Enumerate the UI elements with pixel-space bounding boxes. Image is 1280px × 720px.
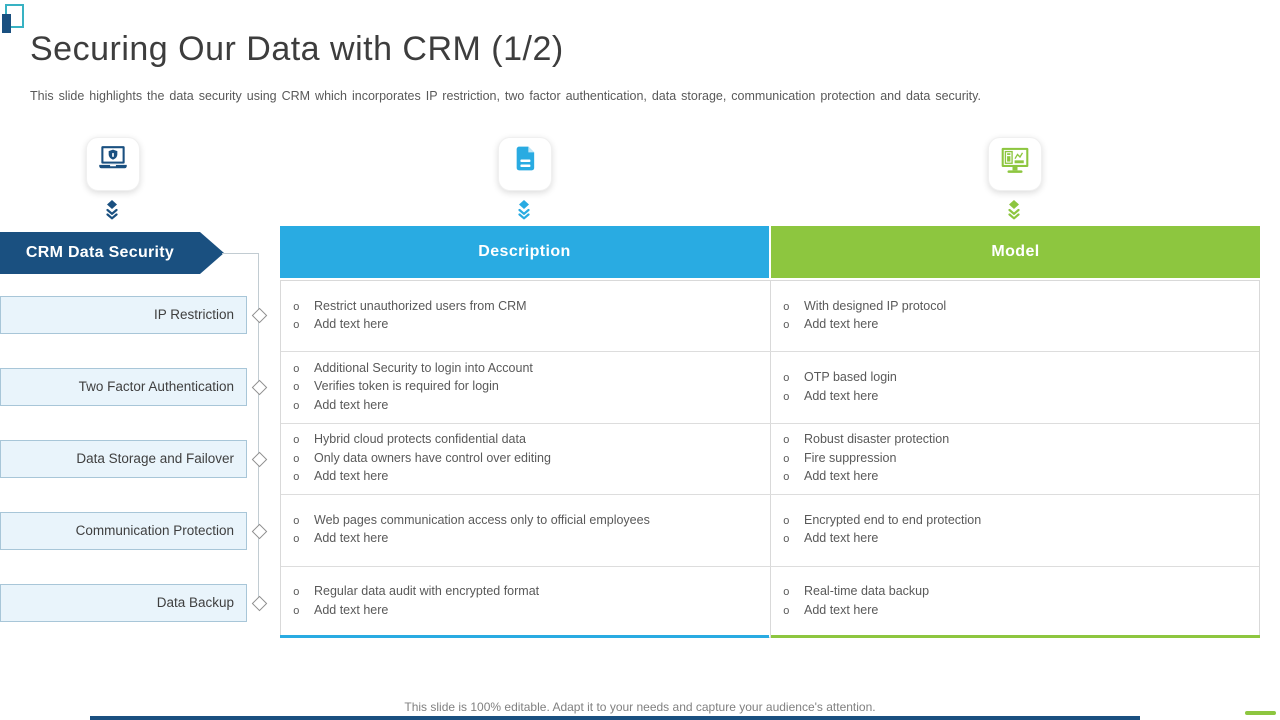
icon-card-description <box>498 137 552 191</box>
cell-model: Real-time data backup Add text here <box>771 567 1259 637</box>
bullet-item: Add text here <box>293 316 527 335</box>
cell-model: Encrypted end to end protection Add text… <box>771 495 1259 565</box>
bullet-item: Real-time data backup <box>783 583 929 602</box>
document-icon <box>505 142 545 187</box>
cell-description: Regular data audit with encrypted format… <box>281 566 771 638</box>
cell-description: Additional Security to login into Accoun… <box>281 352 771 423</box>
laptop-shield-icon <box>93 142 133 187</box>
bullet-item: Only data owners have control over editi… <box>293 450 551 469</box>
bullet-item: With designed IP protocol <box>783 298 946 317</box>
monitor-dashboard-icon <box>995 142 1035 187</box>
icon-card-model <box>988 137 1042 191</box>
sidebar-item-data-backup: Data Backup <box>0 584 247 622</box>
brand-logo <box>2 4 28 34</box>
sidebar-item-two-factor-authentication: Two Factor Authentication <box>0 368 247 406</box>
table-accent-model <box>771 635 1260 638</box>
sidebar-item-data-storage-and-failover: Data Storage and Failover <box>0 440 247 478</box>
page-subtitle: This slide highlights the data security … <box>30 89 981 103</box>
table-row: Hybrid cloud protects confidential data … <box>281 423 1259 496</box>
table-row: Regular data audit with encrypted format… <box>281 566 1259 638</box>
table-row: Restrict unauthorized users from CRM Add… <box>281 281 1259 353</box>
column-header-description: Description <box>280 226 769 278</box>
bottom-green-dash <box>1245 711 1276 715</box>
bullet-item: Fire suppression <box>783 450 949 469</box>
bullet-item: Verifies token is required for login <box>293 378 533 397</box>
logo-bar <box>2 14 11 33</box>
bullet-item: Add text here <box>783 388 897 407</box>
bullet-item: Add text here <box>293 397 533 416</box>
diamond-connector-icon <box>251 307 268 324</box>
table-body: Restrict unauthorized users from CRM Add… <box>280 280 1260 638</box>
cell-model: OTP based login Add text here <box>771 352 1259 422</box>
bullet-item: Add text here <box>783 602 929 621</box>
bullet-item: Web pages communication access only to o… <box>293 512 650 531</box>
table-row: Web pages communication access only to o… <box>281 495 1259 567</box>
bullet-item: Additional Security to login into Accoun… <box>293 360 533 379</box>
column-header-model: Model <box>771 226 1260 278</box>
diamond-connector-icon <box>251 379 268 396</box>
editable-note: This slide is 100% editable. Adapt it to… <box>404 700 876 714</box>
cell-description: Hybrid cloud protects confidential data … <box>281 423 771 495</box>
flow-marker-navy-icon <box>106 200 118 220</box>
table-row: Additional Security to login into Accoun… <box>281 352 1259 424</box>
sidebar-item-communication-protection: Communication Protection <box>0 512 247 550</box>
diamond-connector-icon <box>251 523 268 540</box>
bullet-item: Regular data audit with encrypted format <box>293 583 539 602</box>
bullet-item: OTP based login <box>783 369 897 388</box>
bullet-item: Add text here <box>783 468 949 487</box>
bullet-item: Add text here <box>293 468 551 487</box>
bullet-item: Add text here <box>293 530 650 549</box>
diamond-connector-icon <box>251 595 268 612</box>
table-accent-description <box>280 635 769 638</box>
cell-description: Web pages communication access only to o… <box>281 495 771 566</box>
bullet-item: Encrypted end to end protection <box>783 512 981 531</box>
cell-model: With designed IP protocol Add text here <box>771 281 1259 351</box>
bullet-item: Robust disaster protection <box>783 431 949 450</box>
bullet-item: Add text here <box>783 316 946 335</box>
bullet-item: Restrict unauthorized users from CRM <box>293 298 527 317</box>
cell-model: Robust disaster protection Fire suppress… <box>771 424 1259 494</box>
sidebar-item-ip-restriction: IP Restriction <box>0 296 247 334</box>
bottom-navy-bar <box>90 716 1140 720</box>
flow-marker-cyan-icon <box>518 200 530 220</box>
connector-vertical <box>258 253 259 604</box>
sidebar-header-banner: CRM Data Security <box>0 232 224 274</box>
connector-horizontal <box>222 253 259 254</box>
bullet-item: Hybrid cloud protects confidential data <box>293 431 551 450</box>
flow-marker-green-icon <box>1008 200 1020 220</box>
page-title: Securing Our Data with CRM (1/2) <box>30 30 564 68</box>
bullet-item: Add text here <box>293 602 539 621</box>
bullet-item: Add text here <box>783 530 981 549</box>
cell-description: Restrict unauthorized users from CRM Add… <box>281 281 771 352</box>
icon-card-security <box>86 137 140 191</box>
diamond-connector-icon <box>251 451 268 468</box>
